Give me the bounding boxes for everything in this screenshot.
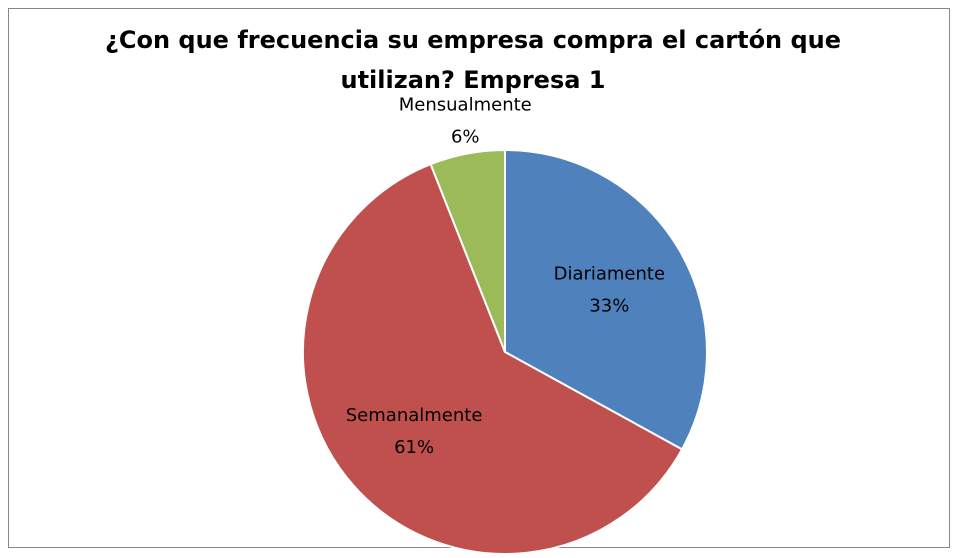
pie-slice [302,162,684,555]
slice-label: Mensualmente [399,95,532,116]
pie-slice [504,148,708,451]
slice-value-label: 6% [451,127,480,148]
slice-value-label: 33% [589,295,629,316]
slice-label: Diariamente [554,263,665,284]
slice-label: Semanalmente [346,405,483,426]
chart-title: ¿Con que frecuencia su empresa compra el… [104,26,842,94]
pie-slice [429,148,506,353]
slice-value-label: 61% [394,437,434,458]
